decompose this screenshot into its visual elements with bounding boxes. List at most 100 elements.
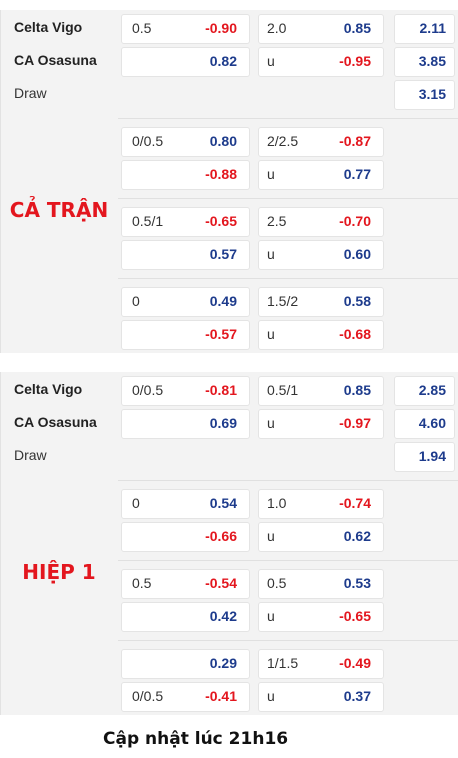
handicap-odds: -0.54 — [205, 575, 237, 591]
total-line: u — [267, 326, 275, 342]
match-odds: 3.85 — [418, 53, 446, 69]
handicap-cell — [121, 47, 250, 77]
handicap-odds: -0.88 — [205, 166, 237, 182]
handicap-odds: -0.57 — [205, 326, 237, 342]
block-separator — [118, 560, 458, 561]
over-under-cell — [258, 376, 384, 406]
total-odds: -0.65 — [339, 608, 371, 624]
total-odds: -0.68 — [339, 326, 371, 342]
team-name: Celta Vigo — [14, 19, 83, 35]
total-odds: -0.97 — [339, 415, 371, 431]
section-label: HIỆP 1 — [22, 560, 96, 584]
over-under-cell — [258, 160, 384, 190]
match-odds-cell — [394, 442, 455, 472]
total-odds: 0.85 — [343, 382, 371, 398]
handicap-odds: 0.80 — [209, 133, 237, 149]
handicap-cell — [121, 240, 250, 270]
total-odds: 0.60 — [343, 246, 371, 262]
over-under-cell — [258, 287, 384, 317]
total-line: 2.0 — [267, 20, 287, 36]
section-label: CẢ TRẬN — [9, 198, 109, 222]
match-odds-cell — [394, 14, 455, 44]
handicap-odds: 0.29 — [209, 655, 237, 671]
match-odds: 1.94 — [418, 448, 446, 464]
team-name: CA Osasuna — [14, 414, 97, 430]
total-odds: -0.74 — [339, 495, 371, 511]
total-line: u — [267, 528, 275, 544]
over-under-cell — [258, 207, 384, 237]
total-odds: -0.95 — [339, 53, 371, 69]
total-odds: -0.49 — [339, 655, 371, 671]
handicap-line: 0.5/1 — [132, 213, 164, 229]
handicap-odds: 0.54 — [209, 495, 237, 511]
handicap-odds: -0.41 — [205, 688, 237, 704]
total-line: 0.5 — [267, 575, 287, 591]
over-under-cell — [258, 489, 384, 519]
block-separator — [118, 118, 458, 119]
draw-label: Draw — [14, 447, 47, 463]
match-odds: 3.15 — [418, 86, 446, 102]
handicap-cell — [121, 489, 250, 519]
handicap-cell — [121, 682, 250, 712]
total-line: 2.5 — [267, 213, 287, 229]
total-odds: 0.77 — [343, 166, 371, 182]
over-under-cell — [258, 602, 384, 632]
handicap-line: 0.5 — [132, 20, 152, 36]
team-name: Celta Vigo — [14, 381, 83, 397]
total-line: 0.5/1 — [267, 382, 299, 398]
over-under-cell — [258, 409, 384, 439]
total-line: 1.0 — [267, 495, 287, 511]
total-line: u — [267, 53, 275, 69]
total-odds: 0.37 — [343, 688, 371, 704]
total-line: u — [267, 246, 275, 262]
handicap-line: 0.5 — [132, 575, 152, 591]
over-under-cell — [258, 14, 384, 44]
match-odds-cell — [394, 376, 455, 406]
handicap-cell — [121, 522, 250, 552]
block-separator — [118, 278, 458, 279]
total-odds: 0.62 — [343, 528, 371, 544]
over-under-cell — [258, 240, 384, 270]
handicap-cell — [121, 569, 250, 599]
handicap-odds: -0.66 — [205, 528, 237, 544]
match-odds: 4.60 — [418, 415, 446, 431]
match-odds: 2.11 — [419, 20, 446, 36]
handicap-cell — [121, 127, 250, 157]
team-name: CA Osasuna — [14, 52, 97, 68]
handicap-cell — [121, 409, 250, 439]
handicap-cell — [121, 649, 250, 679]
block-separator — [118, 480, 458, 481]
handicap-odds: 0.82 — [209, 53, 237, 69]
over-under-cell — [258, 649, 384, 679]
handicap-odds: 0.49 — [209, 293, 237, 309]
over-under-cell — [258, 522, 384, 552]
total-line: u — [267, 166, 275, 182]
total-line: u — [267, 608, 275, 624]
match-odds-cell — [394, 409, 455, 439]
over-under-cell — [258, 127, 384, 157]
total-odds: 0.58 — [343, 293, 371, 309]
handicap-line: 0/0.5 — [132, 688, 164, 704]
handicap-odds: -0.81 — [205, 382, 237, 398]
handicap-odds: 0.57 — [209, 246, 237, 262]
block-separator — [118, 198, 458, 199]
handicap-cell — [121, 602, 250, 632]
match-odds-cell — [394, 47, 455, 77]
update-time: Cập nhật lúc 21h16 — [103, 729, 289, 749]
total-line: 2/2.5 — [267, 133, 299, 149]
total-odds: -0.87 — [339, 133, 371, 149]
handicap-cell — [121, 207, 250, 237]
handicap-cell — [121, 287, 250, 317]
total-line: u — [267, 415, 275, 431]
total-line: 1.5/2 — [267, 293, 299, 309]
handicap-odds: -0.65 — [205, 213, 237, 229]
handicap-odds: 0.42 — [209, 608, 237, 624]
handicap-line: 0 — [132, 495, 140, 511]
match-odds-cell — [394, 80, 455, 110]
match-odds: 2.85 — [418, 382, 446, 398]
draw-label: Draw — [14, 85, 47, 101]
handicap-cell — [121, 14, 250, 44]
over-under-cell — [258, 320, 384, 350]
total-line: 1/1.5 — [267, 655, 299, 671]
